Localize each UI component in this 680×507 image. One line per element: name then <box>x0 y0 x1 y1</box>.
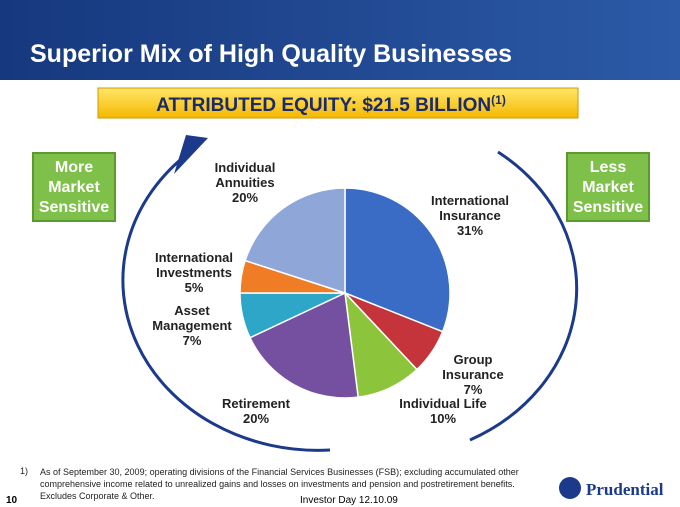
slice-label: Individual Annuities 20% <box>195 160 295 205</box>
value-label: 31% <box>456 223 484 238</box>
arrow-head <box>174 135 208 174</box>
banner-text: ATTRIBUTED EQUITY: $21.5 BILLION(1) <box>156 93 506 116</box>
category-label: Individual Annuities <box>214 160 276 190</box>
category-label: International Insurance <box>430 193 509 223</box>
slice-label: Asset Management 7% <box>142 303 242 348</box>
header-band <box>0 0 680 80</box>
category-label: Asset Management <box>152 303 232 333</box>
slice-label: International Investments 5% <box>144 250 244 295</box>
category-label: Retirement <box>222 396 290 411</box>
category-label: Group Insurance <box>442 352 504 382</box>
slice-label: Individual Life 10% <box>388 396 498 426</box>
category-label: International Investments <box>154 250 233 280</box>
slice-label: Group Insurance 7% <box>428 352 518 397</box>
footnote-marker: 1) <box>20 466 29 476</box>
footnote-text: As of September 30, 2009; operating divi… <box>40 467 519 501</box>
pie <box>239 187 451 399</box>
value-label: 20% <box>231 190 259 205</box>
slice-label: International Insurance 31% <box>415 193 525 238</box>
subtitle: ATTRIBUTED EQUITY: $21.5 BILLION <box>156 95 491 116</box>
category-label: Individual Life <box>399 396 487 411</box>
slice-label: Retirement 20% <box>206 396 306 426</box>
pie-slice <box>248 291 359 399</box>
page-number: 10 <box>6 495 18 506</box>
value-label: 7% <box>182 333 202 348</box>
arc-arrow-left <box>121 150 331 452</box>
side-label-left: More Market Sensitive <box>32 152 116 222</box>
pie-slice <box>344 187 451 333</box>
subtitle-note: (1) <box>491 93 506 107</box>
value-label: 5% <box>184 280 204 295</box>
chart-title: Superior Mix of High Quality Businesses <box>30 40 512 68</box>
logo: Prudential <box>586 480 664 499</box>
value-label: 20% <box>242 411 270 426</box>
banner <box>97 87 579 119</box>
side-label-right: Less Market Sensitive <box>566 152 650 222</box>
value-label: 10% <box>429 411 457 426</box>
footer-event: Investor Day 12.10.09 <box>300 495 398 506</box>
arc-right <box>469 150 579 442</box>
value-label: 7% <box>463 382 483 397</box>
logo-icon <box>559 477 581 499</box>
pie-slice <box>244 187 346 295</box>
